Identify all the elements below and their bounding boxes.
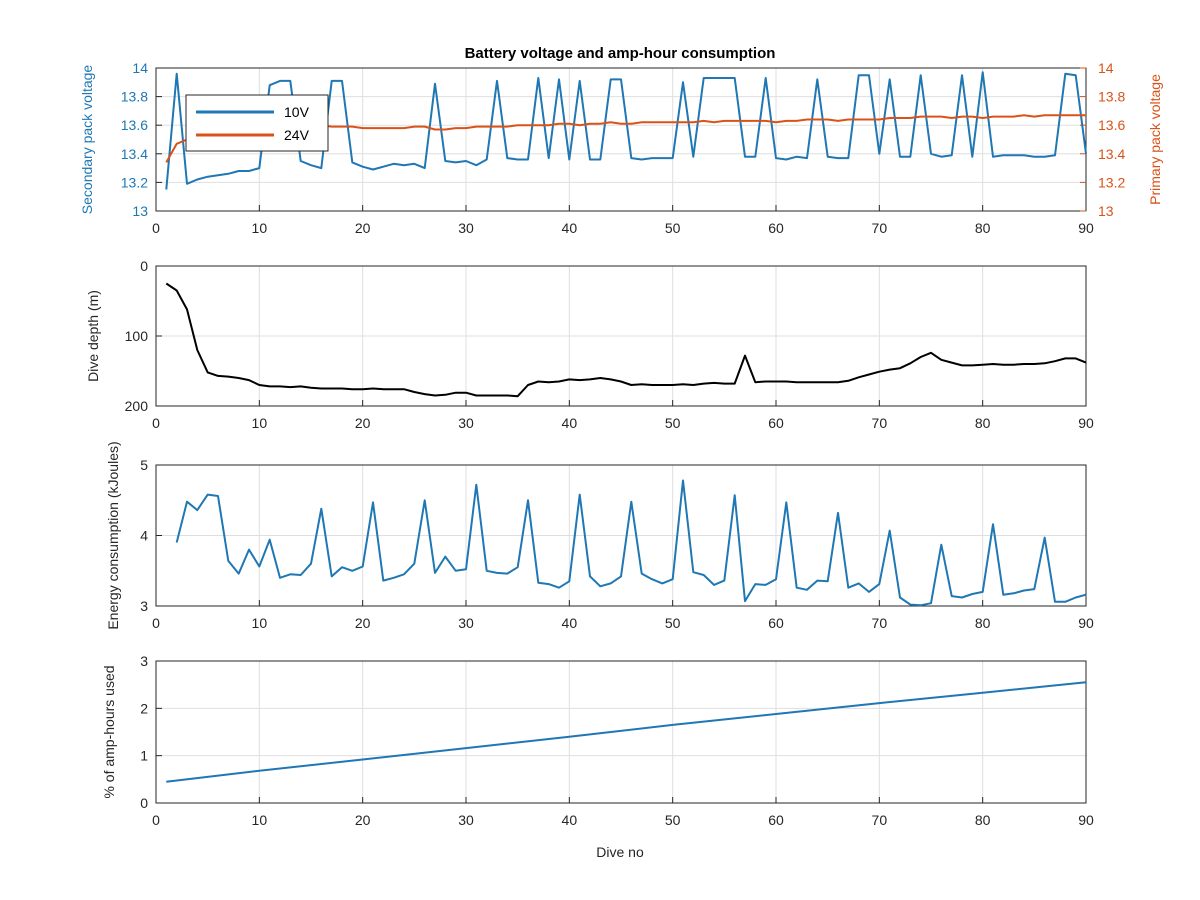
y-tick-label: 3 <box>140 598 148 614</box>
y2-tick-label: 13.8 <box>1098 89 1125 105</box>
y-axis-label: Energy consumption (kJoules) <box>105 441 121 629</box>
series-line-subplot3 <box>175 479 1087 607</box>
subplot-2: 0 10 20 30 40 50 60 70 80 90 0 100 200 Dive depth (m) <box>85 258 1094 431</box>
y2-tick-label: 13.6 <box>1098 117 1125 133</box>
x-tick-label: 20 <box>355 415 371 431</box>
y-axis-label: Secondary pack voltage <box>79 65 95 215</box>
x-tick-label: 60 <box>768 615 784 631</box>
x-tick-label: 90 <box>1078 415 1094 431</box>
y-tick-label: 3 <box>140 653 148 669</box>
y-tick-label: 0 <box>140 258 148 274</box>
x-tick-label: 70 <box>872 220 888 236</box>
x-tick-label: 60 <box>768 812 784 828</box>
x-tick-label: 40 <box>562 220 578 236</box>
y-tick-label: 4 <box>140 528 148 544</box>
series-line-subplot2 <box>165 282 1087 398</box>
x-tick-label: 90 <box>1078 812 1094 828</box>
x-tick-label: 70 <box>872 615 888 631</box>
y-tick-label: 100 <box>125 328 149 344</box>
y-tick-label: 0 <box>140 795 148 811</box>
x-tick-label: 50 <box>665 812 681 828</box>
x-axis-label: Dive no <box>596 844 644 860</box>
x-tick-label: 20 <box>355 812 371 828</box>
subplot-1: 0 10 20 30 40 50 60 70 80 901313.213.413.613.814S… <box>79 60 1163 236</box>
x-tick-label: 80 <box>975 415 991 431</box>
x-tick-label: 0 <box>152 220 160 236</box>
x-tick-label: 10 <box>252 812 268 828</box>
x-tick-label: 40 <box>562 415 578 431</box>
x-tick-label: 20 <box>355 615 371 631</box>
x-tick-label: 80 <box>975 220 991 236</box>
y-tick-label: 1 <box>140 748 148 764</box>
x-tick-label: 70 <box>872 415 888 431</box>
x-tick-label: 60 <box>768 415 784 431</box>
x-tick-label: 50 <box>665 615 681 631</box>
x-tick-label: 30 <box>458 615 474 631</box>
y-tick-label: 13.6 <box>121 117 148 133</box>
axes-box <box>155 67 1087 212</box>
x-tick-label: 80 <box>975 812 991 828</box>
axes-box <box>155 660 1087 804</box>
y-tick-label: 13 <box>132 203 148 219</box>
y2-axis-label: Primary pack voltage <box>1147 74 1163 205</box>
x-tick-label: 90 <box>1078 220 1094 236</box>
series-line-10v <box>165 71 1087 190</box>
x-tick-label: 40 <box>562 812 578 828</box>
legend-label-10v: 10V <box>284 104 310 120</box>
legend-label-24v: 24V <box>284 127 310 143</box>
y-tick-label: 13.8 <box>121 89 148 105</box>
legend-box <box>185 94 329 152</box>
x-tick-label: 90 <box>1078 615 1094 631</box>
y-tick-label: 200 <box>125 398 149 414</box>
x-tick-label: 30 <box>458 220 474 236</box>
series-line-subplot4 <box>166 681 1087 783</box>
y-tick-label: 13.2 <box>121 174 148 190</box>
y2-tick-label: 14 <box>1098 60 1114 76</box>
y2-tick-label: 13.4 <box>1098 146 1125 162</box>
x-tick-label: 20 <box>355 220 371 236</box>
y-axis-label: Dive depth (m) <box>85 290 101 382</box>
y-tick-label: 13.4 <box>121 146 148 162</box>
subplot-3: 0 10 20 30 40 50 60 70 80 90 3 4 5 Energy consumption… <box>105 441 1094 631</box>
y-tick-label: 14 <box>132 60 148 76</box>
x-tick-label: 0 <box>152 615 160 631</box>
x-tick-label: 40 <box>562 615 578 631</box>
y2-tick-label: 13 <box>1098 203 1114 219</box>
x-tick-label: 50 <box>665 220 681 236</box>
x-tick-label: 80 <box>975 615 991 631</box>
y2-tick-label: 13.2 <box>1098 174 1125 190</box>
x-tick-label: 30 <box>458 812 474 828</box>
x-tick-label: 10 <box>252 220 268 236</box>
x-tick-label: 10 <box>252 415 268 431</box>
subplot-4: 0 10 20 30 40 50 60 70 80 90 0 1 2 3 % of amp-hours us… <box>101 653 1094 828</box>
x-tick-label: 10 <box>252 615 268 631</box>
y-tick-label: 5 <box>140 457 148 473</box>
figure-title: Battery voltage and amp-hour consumption <box>465 45 776 62</box>
x-tick-label: 0 <box>152 812 160 828</box>
x-tick-label: 50 <box>665 415 681 431</box>
y-tick-label: 2 <box>140 700 148 716</box>
axes-container: 0 10 20 30 40 50 60 70 80 901313.213.413.613.814S… <box>79 60 1163 828</box>
x-tick-label: 0 <box>152 415 160 431</box>
y-axis-label: % of amp-hours used <box>101 665 117 798</box>
x-tick-label: 60 <box>768 220 784 236</box>
x-tick-label: 70 <box>872 812 888 828</box>
x-tick-label: 30 <box>458 415 474 431</box>
